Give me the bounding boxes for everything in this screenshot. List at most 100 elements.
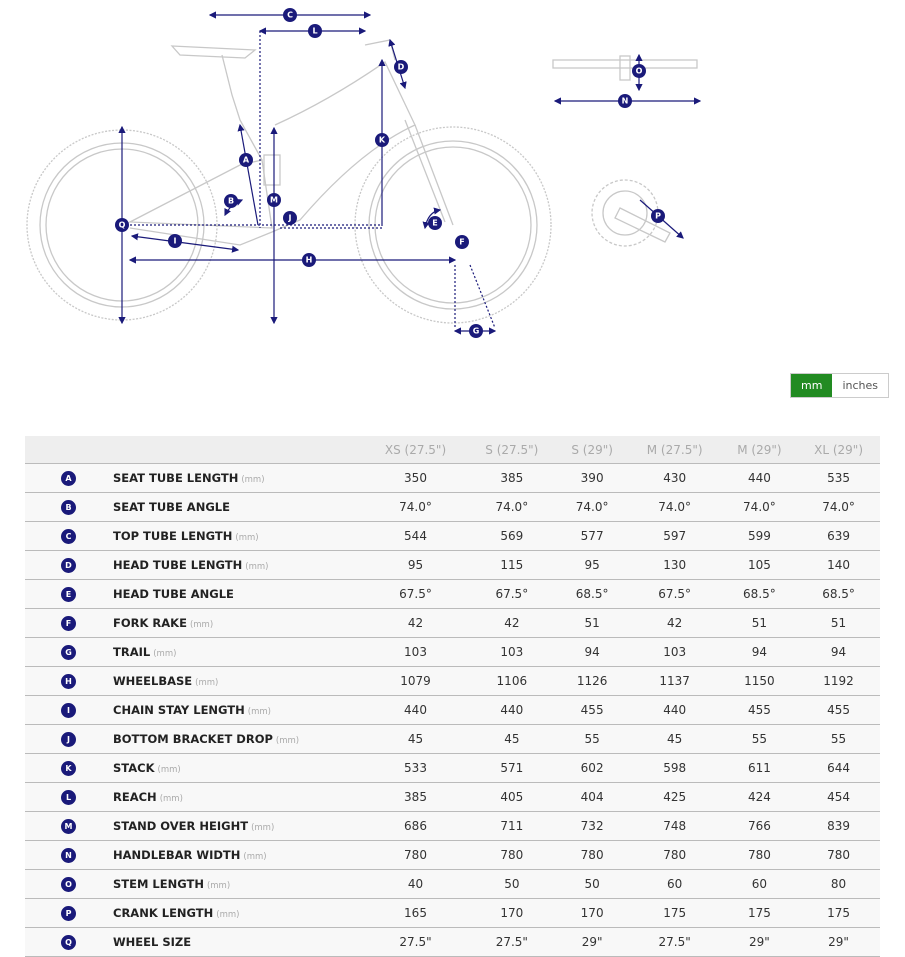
label-j: J [283, 211, 297, 225]
measurement-badge: F [61, 616, 76, 631]
label-b: B [224, 194, 238, 208]
table-cell: 27.5" [627, 927, 722, 957]
table-row: G TRAIL (mm) 103 103 94 103 94 94 [25, 637, 880, 667]
table-cell: 50 [556, 869, 628, 899]
svg-text:N: N [622, 97, 629, 106]
table-cell: 175 [627, 898, 722, 928]
table-cell: 577 [556, 521, 628, 551]
measurement-label: TRAIL [113, 645, 151, 659]
measurement-badge: N [61, 848, 76, 863]
table-cell: 454 [797, 782, 880, 812]
table-cell: 599 [721, 521, 798, 551]
table-cell: 27.5" [364, 927, 468, 957]
table-cell: 385 [364, 782, 468, 812]
table-cell: 780 [556, 840, 628, 870]
label-d: D [394, 60, 408, 74]
label-k: K [375, 133, 389, 147]
measurement-label: SEAT TUBE ANGLE [113, 500, 230, 514]
table-cell: 67.5° [364, 579, 468, 609]
measurement-label: STAND OVER HEIGHT [113, 819, 249, 833]
label-h: H [302, 253, 316, 267]
measurement-unit: (mm) [251, 823, 275, 833]
bike-frame [26, 39, 698, 324]
table-cell: 74.0° [797, 492, 880, 522]
table-cell: 748 [627, 811, 722, 841]
table-cell: 103 [364, 637, 468, 667]
table-cell: 440 [364, 695, 468, 725]
table-cell: 51 [721, 608, 798, 638]
measurement-badge: K [61, 761, 76, 776]
table-cell: 130 [627, 550, 722, 580]
measurement-label: STEM LENGTH [113, 877, 204, 891]
table-row: Q WHEEL SIZE 27.5" 27.5" 29" 27.5" 29" 29" [25, 927, 880, 957]
table-cell: 42 [467, 608, 557, 638]
measurement-unit: (mm) [159, 794, 183, 804]
table-cell: 175 [797, 898, 880, 928]
table-cell: 780 [721, 840, 798, 870]
table-cell: 1106 [467, 666, 557, 696]
svg-text:G: G [473, 327, 480, 336]
table-cell: 1137 [627, 666, 722, 696]
table-cell: 1126 [556, 666, 628, 696]
table-cell: 602 [556, 753, 628, 783]
table-cell: 711 [467, 811, 557, 841]
column-header: M (27.5") [627, 436, 722, 464]
column-header: M (29") [721, 436, 798, 464]
table-cell: 74.0° [364, 492, 468, 522]
table-row: E HEAD TUBE ANGLE 67.5° 67.5° 68.5° 67.5° 68.… [25, 579, 880, 609]
table-cell: 1192 [797, 666, 880, 696]
table-cell: 29" [797, 927, 880, 957]
measurement-badge: J [61, 732, 76, 747]
table-cell: 404 [556, 782, 628, 812]
table-cell: 74.0° [467, 492, 557, 522]
table-cell: 94 [721, 637, 798, 667]
unit-inches-button[interactable]: inches [832, 374, 888, 397]
column-header: XS (27.5") [364, 436, 468, 464]
table-cell: 103 [627, 637, 722, 667]
measurement-unit: (mm) [216, 910, 240, 920]
measurement-label: HANDLEBAR WIDTH [113, 848, 241, 862]
table-cell: 571 [467, 753, 557, 783]
table-cell: 569 [467, 521, 557, 551]
measurement-label: SEAT TUBE LENGTH [113, 471, 239, 485]
measurement-label: WHEEL SIZE [113, 935, 192, 949]
label-c: C [283, 8, 297, 22]
table-cell: 424 [721, 782, 798, 812]
table-cell: 170 [556, 898, 628, 928]
table-cell: 544 [364, 521, 468, 551]
table-cell: 175 [721, 898, 798, 928]
table-cell: 115 [467, 550, 557, 580]
table-cell: 68.5° [721, 579, 798, 609]
measurement-badge: B [61, 500, 76, 515]
table-cell: 55 [556, 724, 628, 754]
bike-geometry-diagram: C L D K A B M J Q I H E F G O N P [26, 8, 702, 338]
table-cell: 598 [627, 753, 722, 783]
table-cell: 1150 [721, 666, 798, 696]
unit-mm-button[interactable]: mm [791, 374, 833, 397]
svg-text:E: E [432, 219, 437, 228]
table-cell: 165 [364, 898, 468, 928]
table-cell: 42 [627, 608, 722, 638]
measurement-unit: (mm) [206, 881, 231, 891]
table-cell: 686 [364, 811, 468, 841]
table-cell: 170 [467, 898, 557, 928]
svg-text:A: A [243, 156, 250, 165]
measurement-unit: (mm) [275, 736, 300, 746]
table-cell: 103 [467, 637, 557, 667]
measurement-unit: (mm) [189, 620, 214, 630]
table-row: H WHEELBASE (mm) 1079 1106 1126 1137 1150 1192 [25, 666, 880, 696]
table-cell: 425 [627, 782, 722, 812]
table-cell: 140 [797, 550, 880, 580]
measurement-unit: (mm) [243, 852, 267, 862]
table-row: B SEAT TUBE ANGLE 74.0° 74.0° 74.0° 74.0° 74.… [25, 492, 880, 522]
table-cell: 60 [721, 869, 798, 899]
table-cell: 45 [364, 724, 468, 754]
table-cell: 440 [467, 695, 557, 725]
table-cell: 455 [556, 695, 628, 725]
measurement-badge: O [61, 877, 76, 892]
column-header: S (29") [556, 436, 628, 464]
table-cell: 45 [467, 724, 557, 754]
table-cell: 74.0° [627, 492, 722, 522]
table-row: D HEAD TUBE LENGTH (mm) 95 115 95 130 105 140 [25, 550, 880, 580]
table-cell: 350 [364, 463, 468, 493]
